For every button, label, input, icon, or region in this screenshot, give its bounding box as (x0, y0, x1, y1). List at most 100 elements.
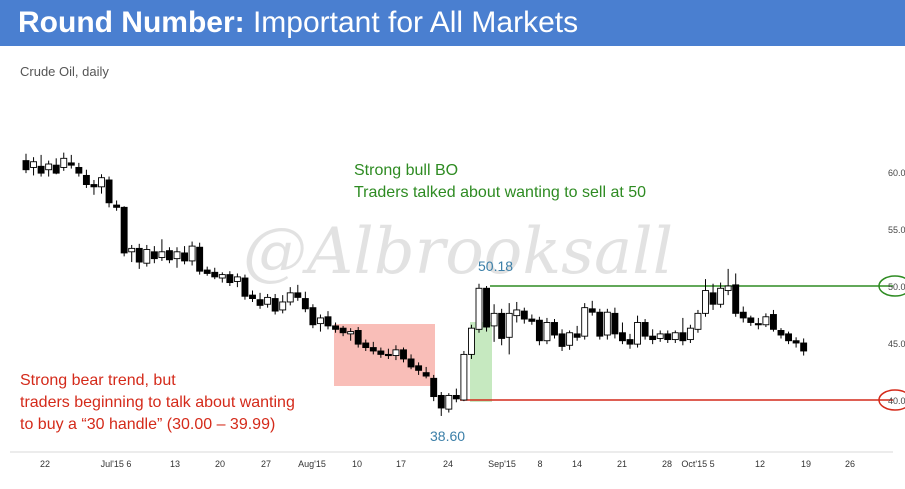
title-bold: Round Number: (18, 6, 245, 39)
candle-body-down (520, 310, 528, 320)
candle-body-down (535, 319, 543, 342)
candle-body-down (256, 299, 264, 306)
x-axis-label: 17 (396, 459, 406, 469)
candle-body-up (634, 322, 641, 345)
candle-body-down (785, 333, 792, 342)
slide-title: Round Number: Important for All Markets (18, 6, 578, 40)
candle-body-down (271, 298, 279, 312)
candle-body-down (135, 247, 143, 263)
watermark: @Albrooksall (243, 215, 674, 289)
candle-body-down (400, 349, 407, 360)
x-axis-label: 12 (755, 459, 765, 469)
candle-body-down (90, 184, 98, 188)
candle-body-up (30, 161, 37, 168)
candle-body-down (558, 333, 566, 347)
candle-body-down (196, 246, 204, 272)
candle-body-down (611, 312, 619, 335)
candle-body-down (641, 322, 649, 337)
x-axis-label: Sep'15 (488, 459, 516, 469)
axis-label-60: 60.0 (888, 168, 905, 178)
candle-body-down (82, 174, 90, 185)
candle-body-down (75, 166, 83, 174)
candle-body-down (332, 325, 339, 330)
candle-body-down (415, 365, 423, 371)
candle-body-down (294, 292, 302, 298)
x-axis-label: 21 (617, 459, 627, 469)
bear-annotation-line1: Strong bear trend, but (20, 372, 176, 389)
candle-body-down (241, 277, 249, 297)
x-axis-label: 24 (443, 459, 453, 469)
candle-body-down (528, 318, 536, 322)
chart-subtitle: Crude Oil, daily (20, 64, 109, 79)
candle-body-down (452, 394, 460, 400)
title-bar: Round Number: Important for All Markets (0, 0, 905, 46)
candle-body-down (747, 317, 755, 323)
candle-body-up (45, 163, 53, 171)
x-axis-label: Aug'15 (298, 459, 326, 469)
candle-body-down (324, 316, 332, 327)
x-axis-label: 10 (352, 459, 362, 469)
candle-body-down (226, 274, 234, 284)
candle-body-down (498, 312, 506, 339)
candle-body-up (671, 332, 679, 341)
candle-body-down (619, 332, 626, 342)
candle-body-up (286, 292, 294, 303)
breakout-highlight (470, 322, 492, 402)
candle-body-down (249, 294, 256, 299)
candle-body-up (188, 245, 196, 262)
candle-body-up (218, 274, 226, 279)
candle-body-down (354, 330, 362, 345)
level-marker-40 (878, 389, 905, 411)
candle-body-down (649, 335, 657, 341)
candle-body-down (739, 311, 747, 319)
candle-body-up (513, 309, 521, 317)
candle-body-up (656, 333, 664, 339)
candle-body-down (732, 284, 740, 314)
x-axis-label: 22 (40, 459, 50, 469)
candle-body-down (430, 377, 438, 398)
bear-annotation-line2: traders beginning to talk about wanting (20, 394, 295, 411)
candle-body-down (52, 164, 60, 174)
axis-label-40: 40.0 (888, 396, 905, 406)
candle-body-down (22, 160, 30, 171)
candle-body-up (581, 307, 589, 337)
candle-body-up (143, 249, 151, 264)
candle-body-down (301, 298, 309, 310)
candle-body-down (754, 323, 762, 326)
x-axis-label: Jul'15 6 (101, 459, 132, 469)
candle-body-down (709, 292, 717, 305)
candle-body-up (686, 327, 694, 341)
candle-body-up (694, 312, 702, 330)
candle-body-down (679, 332, 687, 342)
candle-body-up (724, 285, 732, 292)
x-axis-label: 14 (572, 459, 582, 469)
bull-annotation-line1: Strong bull BO (354, 162, 459, 179)
candle-body-down (588, 308, 596, 313)
candle-body-down (165, 250, 173, 261)
candle-body-down (150, 251, 158, 260)
candle-body-down (309, 307, 317, 326)
title-rest: Important for All Markets (244, 6, 579, 39)
bull-annotation-line2: Traders talked about wanting to sell at … (354, 184, 647, 201)
candle-body-down (369, 347, 377, 352)
axis-label-55: 55.0 (888, 225, 905, 235)
candle-body-up (347, 331, 355, 335)
candle-body-up (702, 290, 709, 314)
candle-body-down (211, 271, 219, 278)
axis-label-45: 45.0 (888, 339, 905, 349)
level-marker-50 (878, 275, 905, 297)
candle-body-up (762, 316, 770, 326)
candle-body-up (717, 287, 725, 305)
candle-body-down (770, 314, 777, 330)
x-axis-label: Oct'15 5 (681, 459, 714, 469)
candle-body-down (800, 342, 808, 352)
candle-body-down (483, 287, 490, 328)
candle-body-down (113, 204, 121, 208)
candle-body-down (339, 327, 347, 334)
x-axis-label: 19 (801, 459, 811, 469)
bull-annotation: Strong bull BO Traders talked about want… (354, 160, 646, 204)
candle-body-up (279, 301, 287, 311)
candle-body-up (60, 157, 68, 168)
candle-body-up (475, 287, 483, 330)
